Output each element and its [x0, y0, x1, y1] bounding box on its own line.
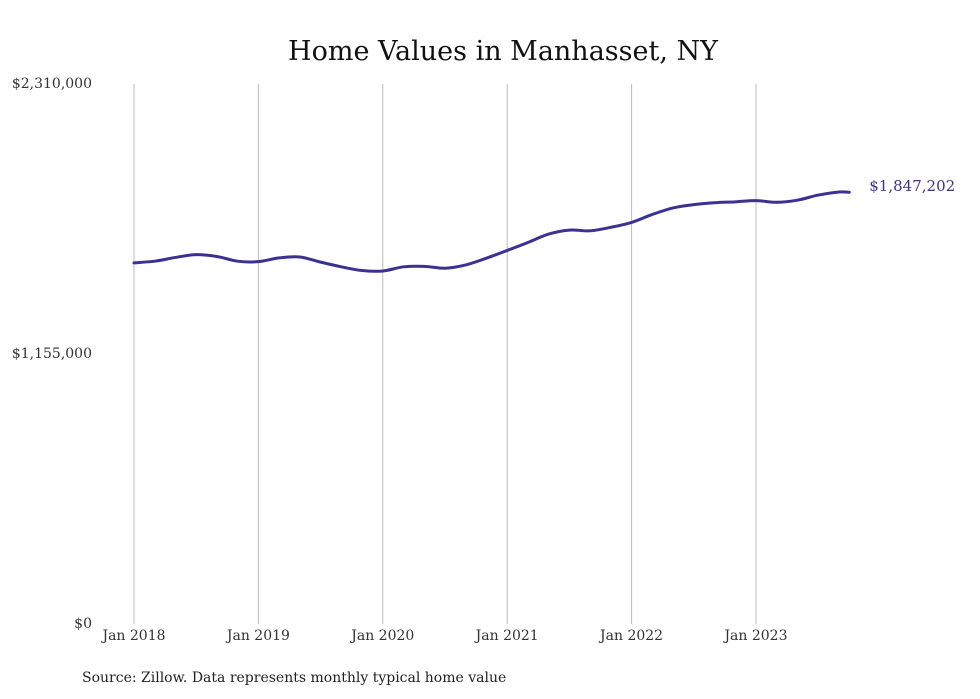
y-tick-label: $1,155,000 — [12, 346, 92, 362]
data-point — [361, 269, 364, 272]
data-point — [754, 199, 757, 202]
data-point — [298, 255, 301, 258]
data-point — [319, 261, 322, 264]
data-point — [215, 255, 218, 258]
x-tick-label: Jan 2023 — [722, 628, 787, 644]
data-point — [174, 256, 177, 259]
x-tick-label: Jan 2022 — [598, 628, 663, 644]
x-axis-tick-labels: Jan 2018 Jan 2019 Jan 2020 Jan 2021 Jan 2022… — [100, 628, 787, 644]
data-point — [464, 263, 467, 266]
vertical-gridlines — [133, 84, 757, 624]
data-point — [734, 200, 737, 203]
chart-title: Home Values in Manhasset, NY — [288, 36, 719, 67]
data-point — [133, 261, 136, 264]
data-point — [775, 201, 778, 204]
data-point — [278, 256, 281, 259]
data-point — [423, 265, 426, 268]
series-line — [132, 190, 851, 273]
data-point — [630, 221, 633, 224]
data-point — [589, 229, 592, 232]
data-point — [526, 241, 529, 244]
data-point — [837, 191, 840, 194]
series-layer: $1,847,202 — [132, 177, 955, 273]
data-point — [195, 253, 198, 256]
data-point — [547, 233, 550, 236]
data-point — [568, 229, 571, 232]
end-value-label: $1,847,202 — [869, 177, 955, 195]
x-tick-label: Jan 2019 — [225, 628, 290, 644]
data-point — [506, 249, 509, 252]
data-point — [651, 213, 654, 216]
y-tick-label: $2,310,000 — [12, 76, 92, 92]
data-point — [236, 260, 239, 263]
x-tick-label: Jan 2021 — [474, 628, 539, 644]
data-point — [848, 191, 851, 194]
data-point — [796, 199, 799, 202]
x-tick-label: Jan 2018 — [100, 628, 165, 644]
data-point — [381, 270, 384, 273]
data-point — [153, 260, 156, 263]
data-point — [817, 194, 820, 197]
data-point — [609, 226, 612, 229]
data-point — [402, 265, 405, 268]
x-tick-label: Jan 2020 — [349, 628, 414, 644]
data-point — [692, 203, 695, 206]
data-point — [443, 267, 446, 270]
data-point — [672, 206, 675, 209]
data-point — [340, 265, 343, 268]
data-point — [257, 260, 260, 263]
y-axis-tick-labels: $0 $1,155,000 $2,310,000 — [12, 76, 92, 632]
y-tick-label: $0 — [74, 616, 92, 632]
source-note: Source: Zillow. Data represents monthly … — [82, 670, 506, 686]
data-point — [713, 201, 716, 204]
data-point — [485, 257, 488, 260]
